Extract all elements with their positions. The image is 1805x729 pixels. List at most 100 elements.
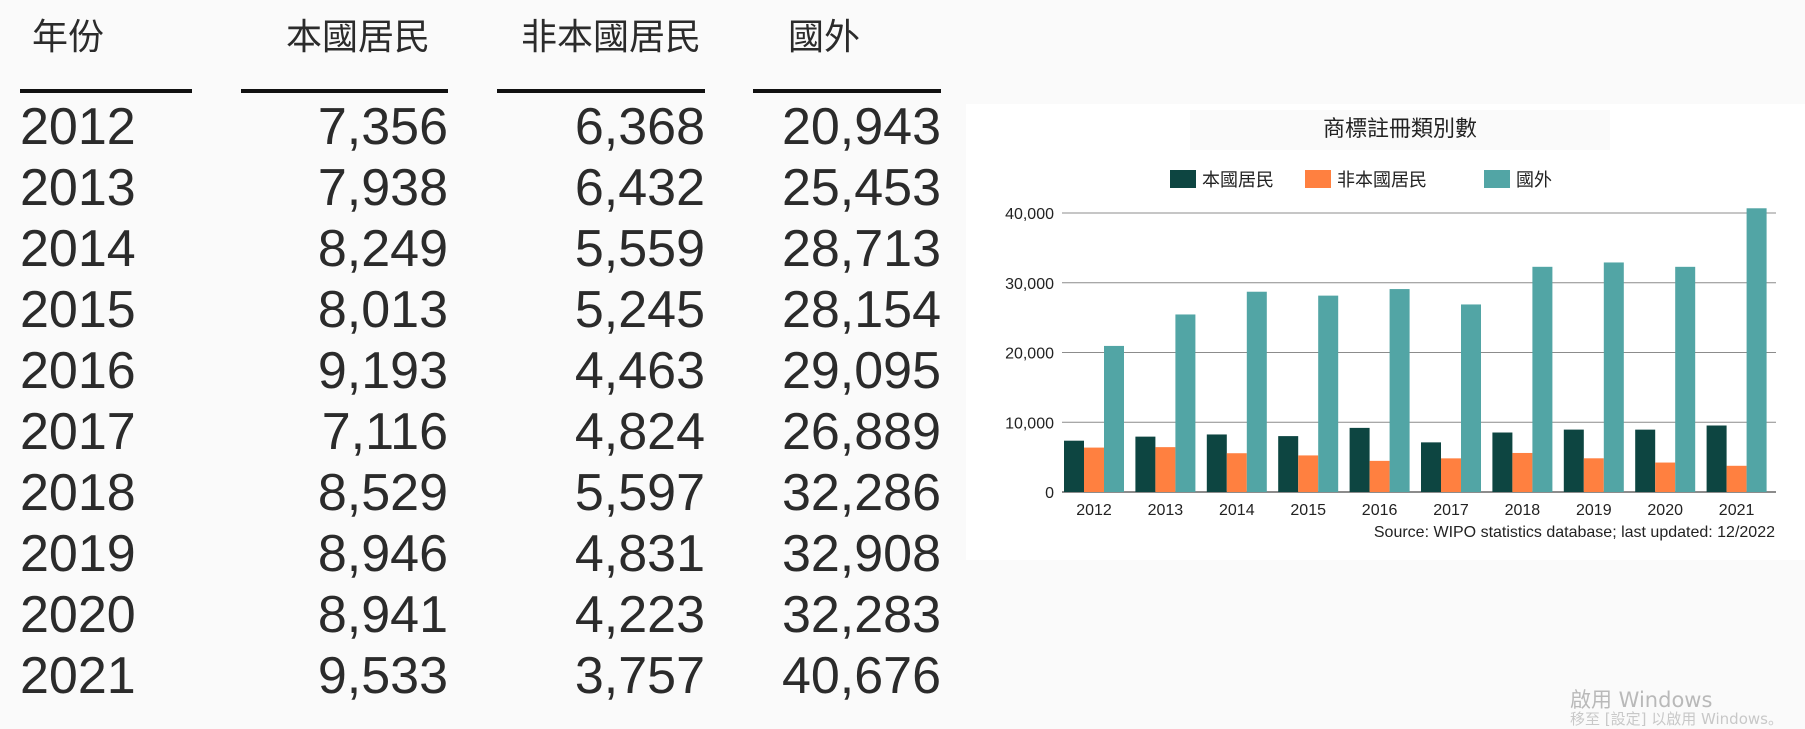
table-cell-value: 3,757 <box>574 647 705 705</box>
x-tick-label: 2018 <box>1505 502 1541 519</box>
x-tick-label: 2020 <box>1647 502 1683 519</box>
table-cell-value: 40,676 <box>781 647 941 705</box>
table-header-2: 非本國居民 <box>521 17 702 58</box>
chart-title-box: 商標註冊類別數 <box>1190 110 1610 150</box>
bar-2-2021 <box>1746 208 1767 492</box>
chart-title: 商標註冊類別數 <box>1322 117 1477 142</box>
table-cell-value: 32,286 <box>781 464 941 522</box>
bar-2-2014 <box>1246 291 1267 492</box>
table-cell-value: 32,283 <box>781 586 941 644</box>
table-cell-year: 2016 <box>20 342 136 400</box>
chart-panel: 商標註冊類別數 0 10,000 20,000 30,000 40,000 2012 201… <box>966 104 1805 560</box>
y-tick-label: 30,000 <box>1005 276 1054 293</box>
y-tick-label: 0 <box>1045 485 1054 502</box>
y-tick-label: 10,000 <box>1005 415 1054 432</box>
bar-1-2013 <box>1155 447 1176 492</box>
activate-windows-watermark-sub: 移至 [設定] 以啟用 Windows。 <box>1570 710 1783 728</box>
table-cell-value: 9,193 <box>317 342 448 400</box>
table-header-rule <box>753 89 941 93</box>
legend-label: 非本國居民 <box>1337 170 1427 191</box>
chart-source-note: Source: WIPO statistics database; last u… <box>1374 524 1775 541</box>
table-cell-value: 4,463 <box>574 342 705 400</box>
bar-0-2019 <box>1563 429 1584 492</box>
bar-1-2017 <box>1441 458 1461 492</box>
table-header-3: 國外 <box>788 17 861 58</box>
bar-2-2013 <box>1175 314 1196 492</box>
bar-2-2020 <box>1675 266 1696 492</box>
x-tick-label: 2017 <box>1433 502 1469 519</box>
table-cell-value: 26,889 <box>781 403 941 461</box>
table-cell-value: 7,938 <box>317 159 448 217</box>
table-cell-year: 2019 <box>20 525 136 583</box>
table-cell-value: 28,713 <box>781 220 941 278</box>
bar-1-2014 <box>1226 453 1247 492</box>
y-tick-label: 40,000 <box>1005 206 1054 223</box>
bar-2-2017 <box>1461 304 1481 492</box>
table-cell-value: 7,356 <box>317 98 448 156</box>
table-cell-value: 5,245 <box>574 281 705 339</box>
bar-2-2015 <box>1318 295 1339 492</box>
x-tick-label: 2014 <box>1219 502 1255 519</box>
table-cell-value: 8,946 <box>317 525 448 583</box>
bar-0-2020 <box>1635 429 1656 492</box>
table-cell-value: 5,597 <box>574 464 705 522</box>
bar-0-2018 <box>1492 432 1513 492</box>
table-cell-value: 7,116 <box>321 403 448 461</box>
y-tick-label: 20,000 <box>1005 346 1054 363</box>
data-table: 年份 本國居民 非本國居民 國外 2012 7,356 6,368 20,943 2013 7,9… <box>20 17 941 705</box>
bar-1-2016 <box>1369 460 1390 492</box>
x-tick-label: 2016 <box>1362 502 1398 519</box>
table-header-rule <box>497 89 705 93</box>
x-tick-label: 2013 <box>1148 502 1184 519</box>
table-cell-value: 20,943 <box>781 98 941 156</box>
table-cell-value: 6,368 <box>574 98 705 156</box>
table-cell-year: 2021 <box>20 647 136 705</box>
bar-1-2019 <box>1583 458 1604 492</box>
table-cell-value: 9,533 <box>317 647 448 705</box>
table-cell-year: 2014 <box>20 220 136 278</box>
table-cell-year: 2013 <box>20 159 136 217</box>
bar-0-2014 <box>1206 434 1227 492</box>
table-header-1: 本國居民 <box>286 17 431 58</box>
table-header-rule <box>20 89 192 93</box>
table-cell-value: 4,831 <box>574 525 705 583</box>
bar-2-2016 <box>1389 289 1410 492</box>
bar-1-2018 <box>1512 452 1533 492</box>
table-cell-value: 4,824 <box>574 403 705 461</box>
bar-2-2018 <box>1532 266 1553 492</box>
bar-chart: 0 10,000 20,000 30,000 40,000 2012 2013 2014 201… <box>1005 170 1776 541</box>
table-cell-year: 2018 <box>20 464 136 522</box>
bar-0-2013 <box>1135 436 1156 492</box>
legend-swatch <box>1305 170 1331 188</box>
table-cell-value: 8,529 <box>317 464 448 522</box>
activate-windows-watermark: 啟用 Windows <box>1570 688 1713 712</box>
table-cell-value: 32,908 <box>781 525 941 583</box>
bar-0-2021 <box>1706 425 1727 492</box>
table-cell-value: 5,559 <box>574 220 705 278</box>
bar-2-2012 <box>1104 345 1124 492</box>
bar-1-2015 <box>1298 455 1319 492</box>
bar-2-2019 <box>1603 262 1624 492</box>
table-cell-value: 29,095 <box>781 342 941 400</box>
x-tick-label: 2019 <box>1576 502 1612 519</box>
table-cell-value: 4,223 <box>574 586 705 644</box>
legend-swatch <box>1170 170 1196 188</box>
table-cell-year: 2015 <box>20 281 136 339</box>
table-cell-value: 6,432 <box>574 159 705 217</box>
x-tick-label: 2015 <box>1290 502 1326 519</box>
legend-label: 國外 <box>1516 170 1552 191</box>
table-cell-value: 28,154 <box>781 281 941 339</box>
legend-label: 本國居民 <box>1202 170 1274 191</box>
bar-1-2020 <box>1655 462 1676 492</box>
table-header-rule <box>241 89 448 93</box>
table-cell-value: 25,453 <box>781 159 941 217</box>
table-cell-value: 8,941 <box>317 586 448 644</box>
x-tick-label: 2012 <box>1076 502 1112 519</box>
table-cell-year: 2012 <box>20 98 136 156</box>
table-cell-value: 8,013 <box>317 281 448 339</box>
bar-0-2016 <box>1349 427 1370 492</box>
legend-swatch <box>1484 170 1510 188</box>
bar-0-2017 <box>1421 442 1441 492</box>
table-header-0: 年份 <box>32 17 105 58</box>
table-cell-year: 2017 <box>20 403 136 461</box>
